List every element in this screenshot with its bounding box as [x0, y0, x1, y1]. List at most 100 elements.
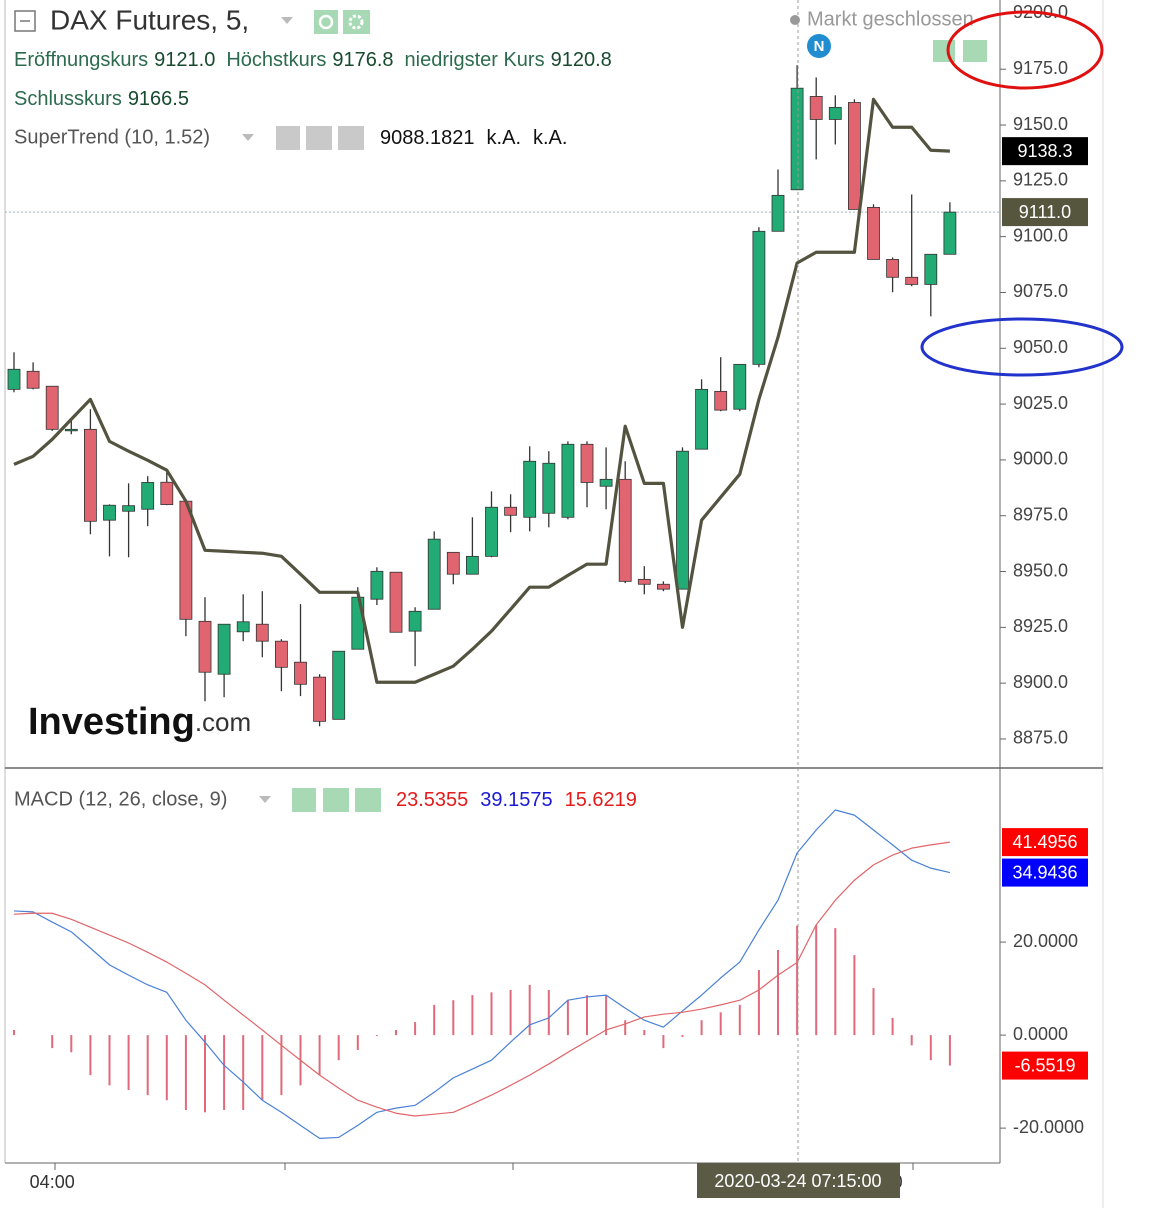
- ohlc-legend: Schlusskurs 9166.5: [14, 88, 189, 110]
- y-tick-label: -20.0000: [1013, 1117, 1084, 1137]
- y-tick-label: 8950.0: [1013, 560, 1068, 580]
- supertrend-line: [13, 97, 950, 684]
- legend-value: 9166.5: [128, 88, 189, 110]
- value-label: -6.5519: [1014, 1055, 1075, 1075]
- candle-body: [828, 106, 842, 120]
- candle-body: [7, 368, 21, 390]
- eye-icon[interactable]: [314, 10, 338, 34]
- candle-body: [274, 640, 288, 668]
- dropdown-caret[interactable]: [259, 796, 271, 803]
- y-tick-label: 9175.0: [1013, 58, 1068, 78]
- value-label-box: [1002, 137, 1088, 166]
- news-badge[interactable]: [807, 34, 831, 58]
- indicator-value: 9088.1821: [380, 127, 475, 149]
- candle-body: [408, 610, 422, 632]
- dropdown-caret[interactable]: [242, 134, 254, 141]
- candle-body: [313, 676, 327, 722]
- overlay: 2020-03-24 07:15:00 9138.3 9111.0 41.4956 3…: [697, 10, 1124, 1198]
- legend-value: 9121.0: [154, 49, 215, 71]
- y-tick-label: 8900.0: [1013, 672, 1068, 692]
- remove-icon[interactable]: [355, 788, 381, 812]
- candle-body: [64, 428, 78, 432]
- candle-body: [370, 570, 384, 600]
- y-tick-label: 9000.0: [1013, 449, 1068, 469]
- y-tick-label: 8875.0: [1013, 728, 1068, 748]
- candle-body: [809, 96, 823, 120]
- market-status: Markt geschlossen: [807, 8, 974, 30]
- candle-body: [618, 478, 632, 582]
- candle-body: [122, 505, 135, 512]
- candle-body: [255, 623, 269, 642]
- candle-body: [446, 551, 460, 575]
- legend-label: Schlusskurs: [14, 88, 122, 110]
- macd-values: 23.5355 39.1575 15.6219: [396, 789, 637, 811]
- ohlc-legend: Eröffnungskurs 9121.0 Höchstkurs 9176.8 nied…: [14, 49, 612, 71]
- candle-body: [236, 621, 250, 633]
- y-tick-label: 0.0000: [1013, 1024, 1068, 1044]
- candle-body: [771, 194, 785, 232]
- watermark-suffix: .com: [195, 707, 251, 737]
- settings-icon[interactable]: [343, 10, 370, 34]
- eye-icon[interactable]: [276, 126, 300, 150]
- legend-label: Eröffnungskurs: [14, 49, 148, 71]
- dropdown-caret[interactable]: [281, 17, 293, 24]
- value-label: 34.9436: [1012, 862, 1077, 882]
- y-tick-label: 9150.0: [1013, 114, 1068, 134]
- annotation-ellipse: [946, 10, 1104, 90]
- value-label: 41.4956: [1012, 832, 1077, 852]
- annotation-ellipse: [920, 317, 1124, 377]
- candle-body: [198, 620, 212, 673]
- candle-body: [695, 388, 708, 450]
- candle-body: [504, 506, 518, 516]
- status-dot: [790, 15, 800, 25]
- y-tick-label: 8975.0: [1013, 504, 1068, 524]
- expand-icon[interactable]: [963, 40, 987, 62]
- news-badge-label: N: [814, 38, 825, 55]
- candle-body: [45, 385, 59, 430]
- candle-body: [485, 506, 498, 557]
- candle-body: [867, 207, 880, 260]
- eye-icon-mark: [318, 14, 334, 30]
- candle-body: [523, 460, 537, 518]
- candle-body: [427, 538, 441, 610]
- candle-body: [332, 650, 346, 720]
- candle-body: [160, 481, 174, 505]
- value-label-box: [1002, 1051, 1088, 1080]
- candle-body: [752, 230, 766, 365]
- crosshair-label: 2020-03-24 07:15:00: [714, 1171, 881, 1191]
- remove-icon[interactable]: [338, 126, 364, 150]
- indicator-value: k.A.: [533, 127, 567, 149]
- crosshair-label-box: [697, 1163, 900, 1198]
- candle-body: [657, 583, 670, 590]
- candle-body: [886, 259, 899, 278]
- y-tick-label: 9050.0: [1013, 337, 1068, 357]
- collapse-icon[interactable]: [14, 10, 36, 32]
- candle-body: [580, 443, 594, 483]
- candle-body: [943, 211, 957, 255]
- candle-body: [848, 102, 861, 210]
- settings-icon[interactable]: [306, 126, 332, 150]
- value-label: 9111.0: [1019, 202, 1071, 222]
- y-tick-label: 20.0000: [1013, 931, 1078, 951]
- watermark-text: Investing: [28, 701, 195, 743]
- legend-label: Höchstkurs: [226, 49, 326, 71]
- scroll-down-icon[interactable]: [933, 40, 955, 62]
- candle-body: [103, 504, 116, 521]
- settings-icon[interactable]: [323, 788, 349, 812]
- indicator-value: k.A.: [487, 127, 521, 149]
- candle-body: [84, 428, 97, 522]
- legend-value: 9120.8: [551, 49, 612, 71]
- candle-body: [217, 623, 231, 675]
- candle-body: [561, 443, 575, 518]
- candle-body: [676, 450, 689, 590]
- legend-value: 9176.8: [332, 49, 393, 71]
- macd-value: 15.6219: [565, 789, 637, 811]
- candle-body: [465, 555, 479, 575]
- candle-body: [733, 363, 747, 410]
- y-tick-label: 9075.0: [1013, 281, 1068, 301]
- eye-icon[interactable]: [292, 788, 316, 812]
- candle-body: [26, 370, 40, 389]
- settings-icon-mark: [348, 14, 364, 30]
- plot-area: 9200.09175.09150.09125.09100.09075.09050…: [5, 2, 1084, 1192]
